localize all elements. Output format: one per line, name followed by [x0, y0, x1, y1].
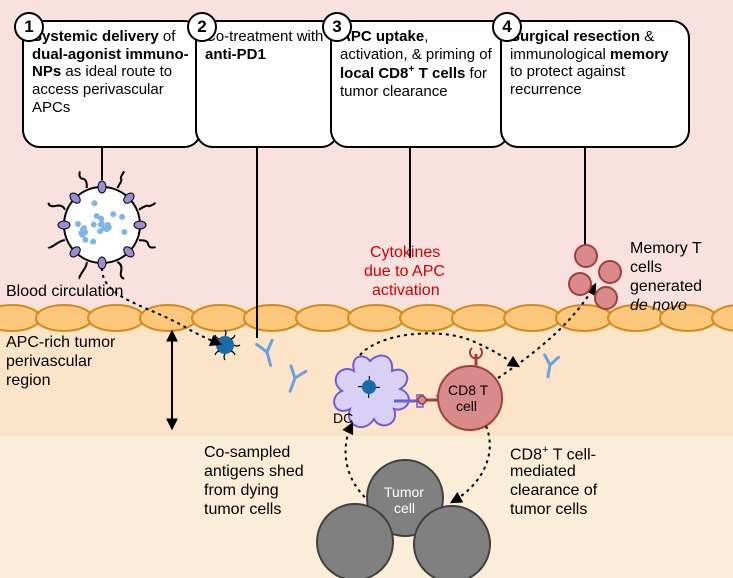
step4-box: Surgical resection & immunological memor…: [500, 20, 690, 148]
step1-box: Systemic delivery of dual-agonist immuno…: [22, 20, 202, 148]
memory-tcells: [569, 245, 621, 309]
nanoparticle-large: [48, 171, 155, 278]
label-cd8: CD8 T: [448, 382, 488, 398]
label-cos2: antigens shed: [204, 463, 304, 481]
label-cos4: tumor cells: [204, 501, 281, 519]
step2-num: 2: [187, 12, 217, 42]
step1-num: 1: [14, 12, 44, 42]
label-apc3: region: [6, 372, 50, 390]
label-clr4: tumor cells: [510, 501, 587, 519]
label-cyto3: activation: [372, 282, 440, 300]
tumor-cells: [317, 460, 490, 578]
label-clr2: mediated: [510, 463, 576, 481]
label-dc: DC: [333, 410, 353, 426]
step3-num: 3: [322, 12, 352, 42]
label-cos1: Co-sampled: [204, 444, 290, 462]
step3-box: APC uptake, activation, & priming of loc…: [330, 20, 510, 148]
label-cd8b: cell: [456, 398, 477, 414]
label-clr3: clearance of: [510, 482, 597, 500]
label-cyto1: Cytokines: [370, 244, 440, 262]
label-tumor: Tumor: [384, 484, 424, 500]
label-tumor2: cell: [394, 500, 415, 516]
label-clr1: CD8+ T cell-: [510, 444, 596, 465]
endothelium: [0, 305, 733, 331]
step2-box: Co-treatment with anti-PD1: [195, 20, 339, 148]
label-mem2: cells: [630, 259, 662, 277]
label-cos3: from dying: [204, 482, 279, 500]
step4-num: 4: [492, 12, 522, 42]
label-apc1: APC-rich tumor: [6, 334, 115, 352]
nanoparticle-small: [210, 330, 240, 360]
antibodies: [257, 340, 559, 402]
label-cyto2: due to APC: [364, 263, 445, 281]
label-mem3: generated: [630, 278, 702, 296]
label-mem4: de novo: [630, 297, 687, 315]
label-blood: Blood circulation: [6, 283, 123, 301]
label-apc2: perivascular: [6, 353, 92, 371]
label-mem1: Memory T: [630, 240, 702, 258]
